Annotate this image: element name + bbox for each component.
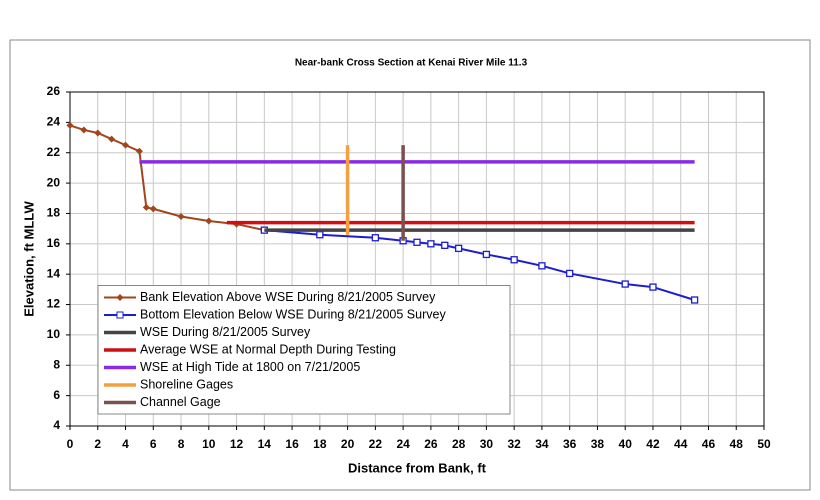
- chart-frame: [9, 39, 811, 491]
- point: [108, 135, 116, 143]
- y-tick-label: 14: [47, 266, 61, 280]
- y-tick-label: 10: [47, 327, 61, 341]
- point: [690, 296, 699, 304]
- y-axis-label: Elevation, ft MLLW: [21, 200, 36, 316]
- x-tick-label: 0: [67, 437, 74, 451]
- point: [621, 280, 629, 288]
- legend-label: Bank Elevation Above WSE During 8/21/200…: [140, 290, 436, 304]
- y-tick-label: 20: [47, 175, 61, 189]
- point: [149, 205, 157, 213]
- x-tick-label: 30: [480, 437, 494, 451]
- legend-label: Average WSE at Normal Depth During Testi…: [140, 342, 396, 356]
- point: [371, 234, 380, 242]
- point: [427, 240, 435, 248]
- point: [205, 217, 213, 225]
- point: [316, 231, 324, 239]
- x-tick-label: 42: [646, 437, 660, 451]
- x-axis-label: Distance from Bank, ft: [348, 460, 487, 475]
- point: [94, 129, 102, 137]
- y-tick-label: 22: [47, 145, 61, 159]
- x-tick-label: 34: [535, 437, 549, 451]
- x-tick-label: 24: [396, 437, 410, 451]
- y-tick-label: 4: [53, 418, 60, 432]
- x-tick-label: 44: [674, 437, 688, 451]
- point: [649, 283, 657, 291]
- legend-box: [97, 285, 511, 415]
- x-tick-label: 48: [730, 437, 744, 451]
- point: [142, 203, 150, 211]
- y-tick-label: 16: [47, 236, 61, 250]
- y-tick-label: 12: [47, 297, 61, 311]
- point: [413, 238, 421, 246]
- chart-title: Near-bank Cross Section at Kenai River M…: [295, 58, 528, 69]
- x-tick-label: 6: [150, 437, 157, 451]
- point: [566, 269, 574, 278]
- x-tick-label: 2: [94, 437, 101, 451]
- x-tick-label: 8: [178, 437, 185, 451]
- point: [441, 241, 449, 249]
- legend-label: Channel Gage: [140, 395, 221, 409]
- y-tick-label: 26: [47, 84, 61, 98]
- legend-label: WSE at High Tide at 1800 on 7/21/2005: [140, 360, 360, 374]
- x-tick-label: 50: [757, 437, 771, 451]
- x-tick-label: 40: [619, 437, 633, 451]
- legend-marker: [116, 294, 124, 301]
- x-tick-label: 12: [230, 437, 244, 451]
- point: [538, 262, 546, 270]
- plot-area: [69, 91, 765, 427]
- y-tick-label: 24: [47, 115, 61, 129]
- x-tick-label: 14: [258, 437, 272, 451]
- y-tick-label: 6: [53, 388, 60, 402]
- point: [66, 121, 74, 129]
- y-tick-label: 8: [53, 357, 60, 371]
- x-tick-label: 26: [424, 437, 438, 451]
- x-tick-label: 10: [202, 437, 216, 451]
- point: [482, 250, 491, 259]
- point: [80, 126, 88, 134]
- x-tick-label: 46: [702, 437, 716, 451]
- x-tick-label: 22: [369, 437, 383, 451]
- x-tick-label: 16: [285, 437, 299, 451]
- x-tick-label: 28: [452, 437, 466, 451]
- point: [177, 212, 185, 220]
- point: [510, 256, 518, 264]
- y-tick-label: 18: [47, 206, 61, 220]
- point: [122, 141, 130, 149]
- x-tick-label: 38: [591, 437, 605, 451]
- x-tick-label: 36: [563, 437, 577, 451]
- x-tick-label: 4: [122, 437, 129, 451]
- legend-label: Shoreline Gages: [140, 377, 233, 391]
- x-tick-label: 18: [313, 437, 327, 451]
- legend-label: Bottom Elevation Below WSE During 8/21/2…: [140, 307, 446, 321]
- legend-marker: [116, 311, 124, 319]
- x-tick-label: 32: [507, 437, 521, 451]
- point: [135, 147, 143, 155]
- x-tick-label: 20: [341, 437, 355, 451]
- legend-label: WSE During 8/21/2005 Survey: [140, 325, 311, 339]
- point: [454, 244, 463, 253]
